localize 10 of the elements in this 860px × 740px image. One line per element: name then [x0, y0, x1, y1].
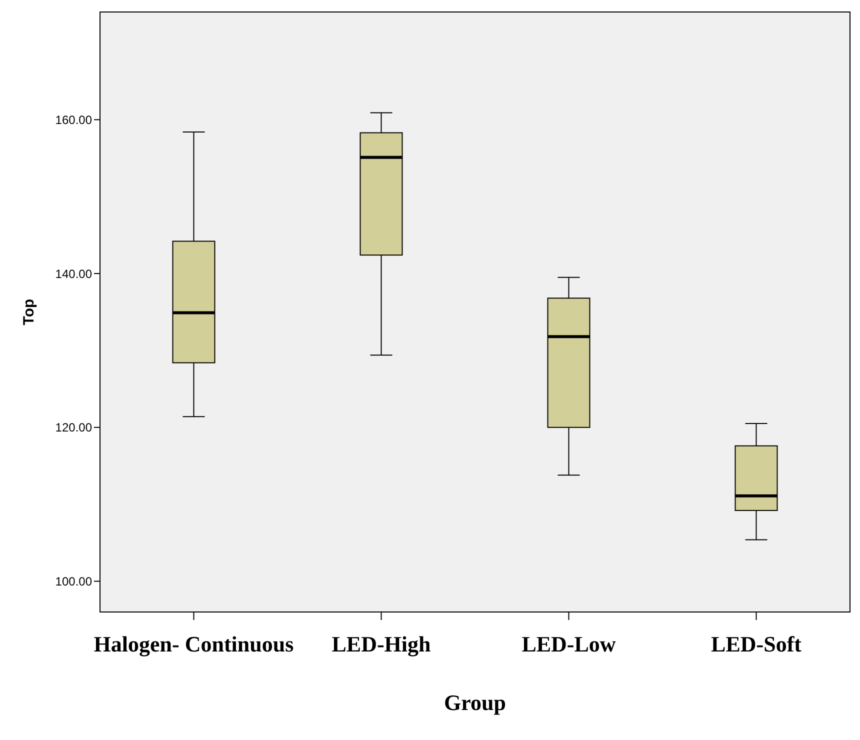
y-tick-label: 140.00 — [55, 266, 92, 281]
x-tick-label: LED-Low — [522, 632, 616, 657]
y-tick-label: 160.00 — [55, 112, 92, 127]
x-tick-label: Halogen- Continuous — [94, 632, 294, 657]
y-tick-label: 120.00 — [55, 420, 92, 435]
x-axis-title: Group — [444, 690, 506, 715]
x-tick-label: LED-High — [332, 632, 431, 657]
y-axis-title: Top — [20, 298, 38, 326]
x-tick-label: LED-Soft — [711, 632, 802, 657]
y-tick-label: 100.00 — [55, 574, 92, 588]
